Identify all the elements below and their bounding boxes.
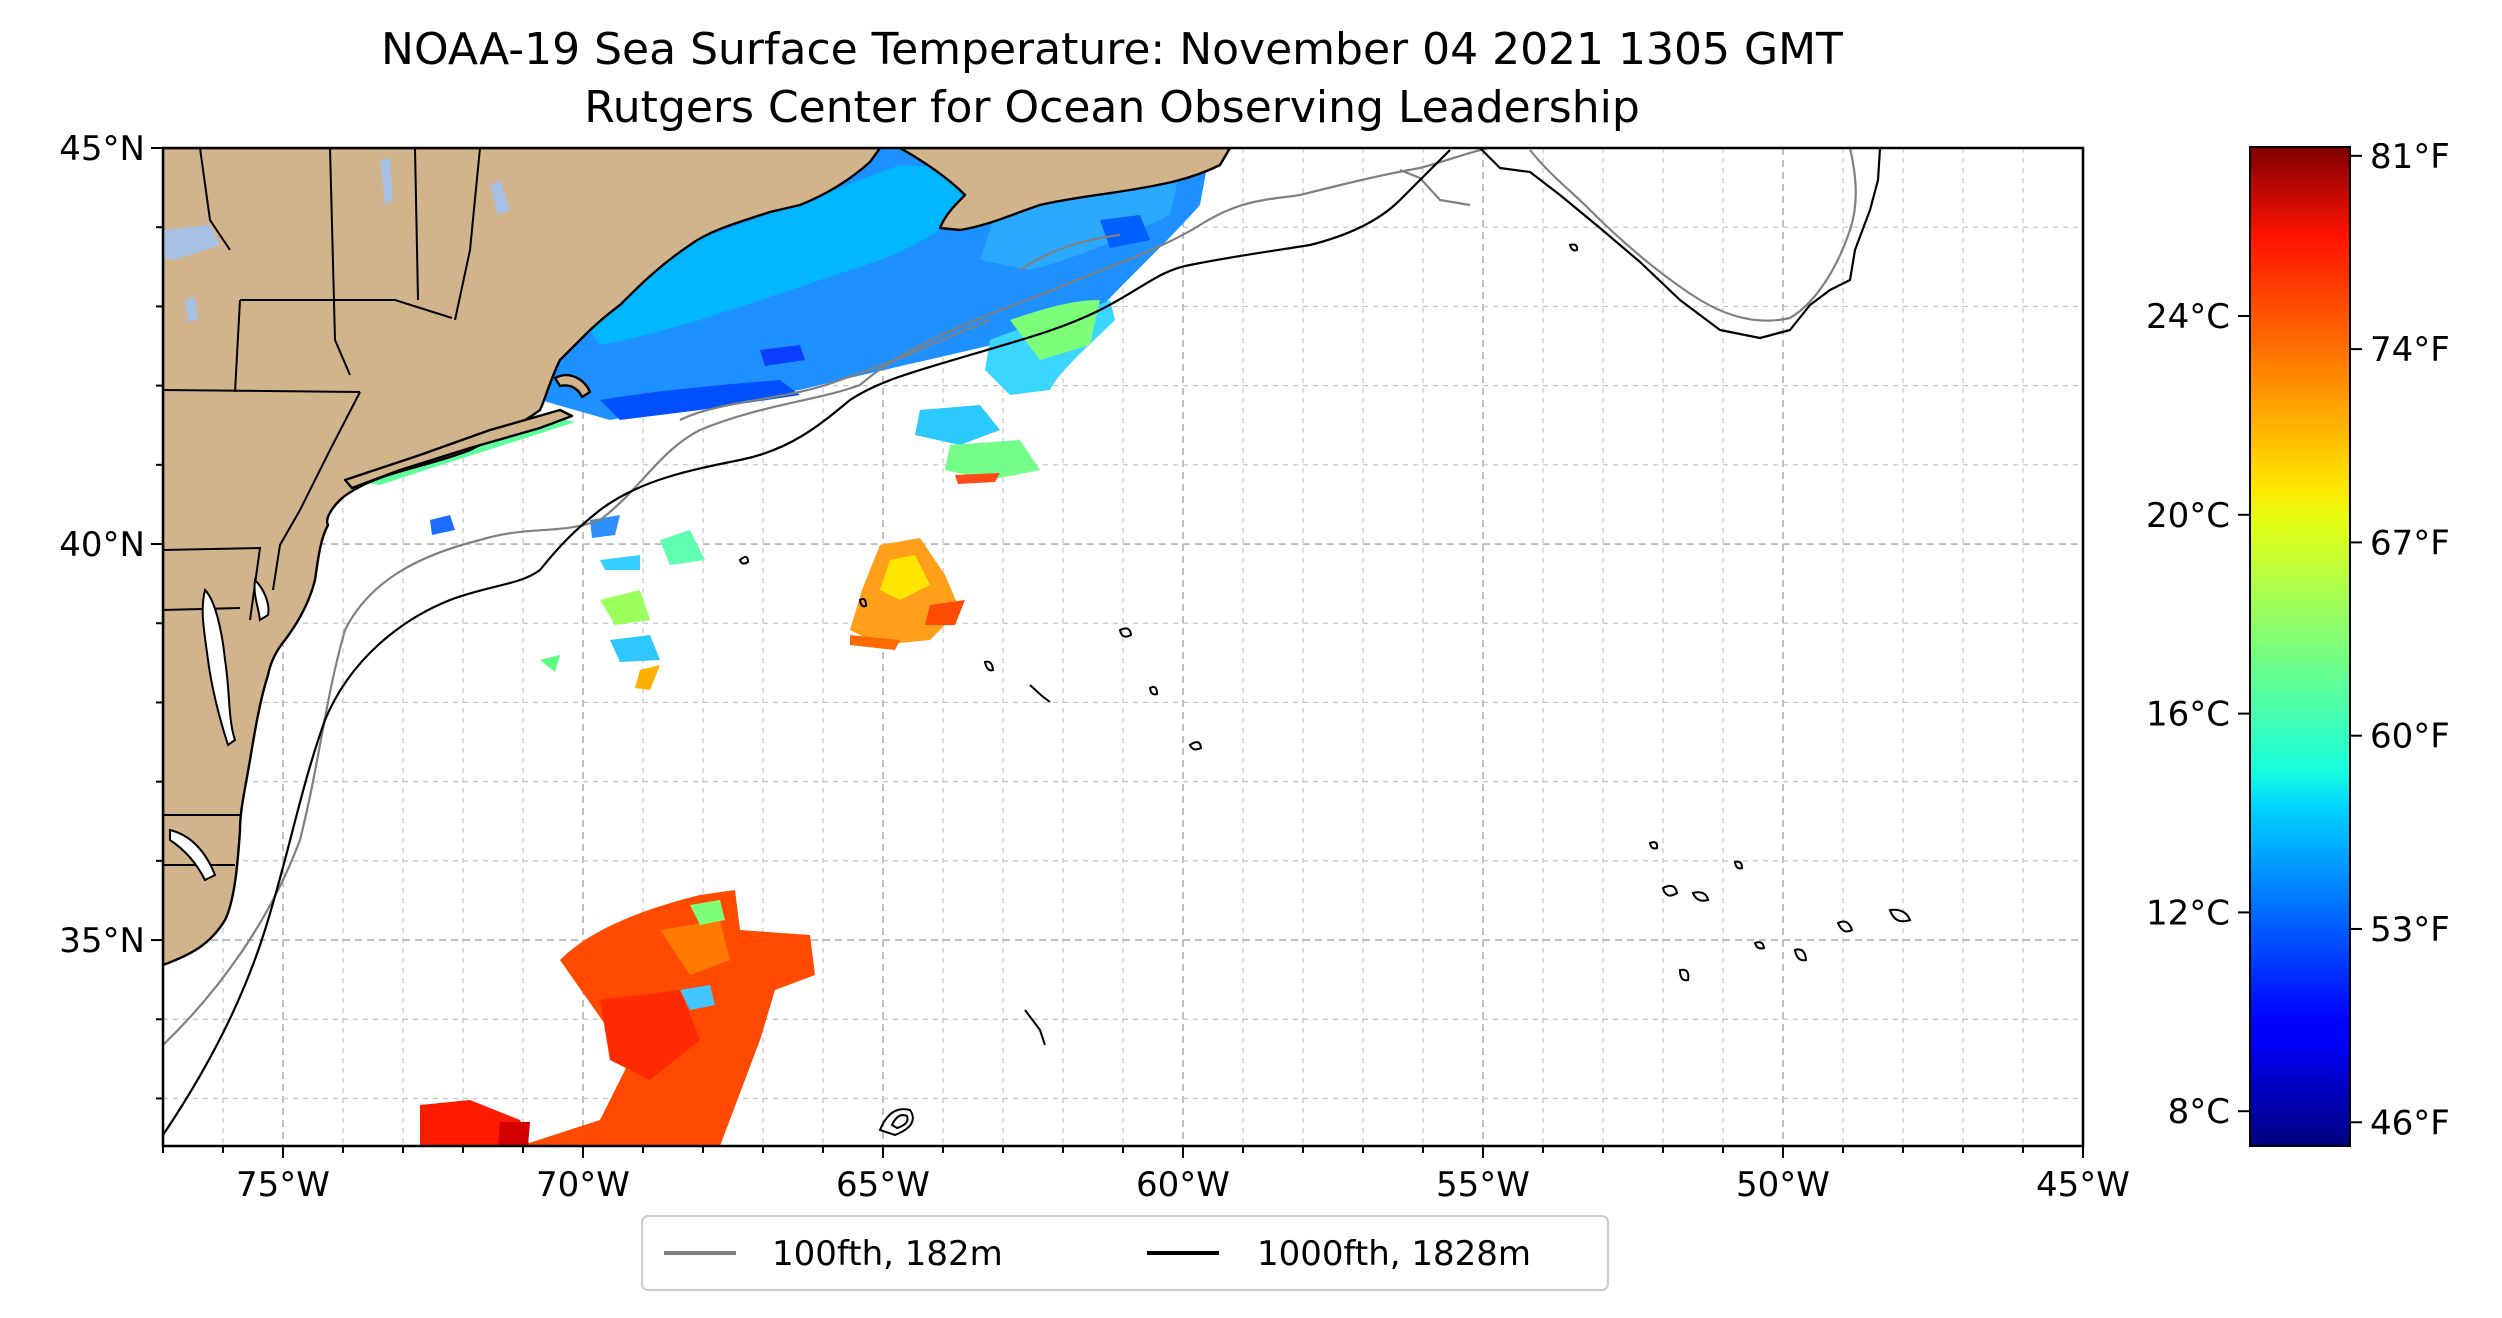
lon-tick-label: 75°W: [236, 1165, 330, 1205]
map-gridlines: [163, 148, 2083, 1146]
colorbar-celsius-label: 16°C: [2146, 695, 2230, 735]
lon-tick-label: 60°W: [1136, 1165, 1230, 1205]
chart-title: NOAA-19 Sea Surface Temperature: Novembe…: [381, 24, 1843, 75]
map-axes: 75°W 70°W 65°W 60°W 55°W 50°W 45°W 35°N 40°N 45°…: [59, 129, 2130, 1205]
lat-tick-label: 35°N: [59, 921, 145, 961]
lon-tick-label: 55°W: [1436, 1165, 1530, 1205]
lon-tick-label: 65°W: [836, 1165, 930, 1205]
lon-tick-label: 45°W: [2036, 1165, 2130, 1205]
colorbar-celsius-label: 8°C: [2168, 1092, 2230, 1132]
colorbar-fahrenheit-label: 46°F: [2370, 1103, 2450, 1143]
sst-data-layer: [345, 148, 1210, 1146]
nova-scotia: [898, 148, 1232, 232]
coastline-us-canada: [163, 148, 882, 967]
colorbar-celsius-label: 12°C: [2146, 893, 2230, 933]
lat-tick-labels: 35°N 40°N 45°N: [59, 129, 145, 961]
sst-patch-south: [420, 890, 815, 1146]
colorbar: 8°C 12°C 16°C 20°C 24°C 46°F 53°F 60°F 67°F 74°F…: [2146, 137, 2450, 1147]
colorbar-fahrenheit-label: 60°F: [2370, 717, 2450, 757]
legend-label-100fth: 100fth, 182m: [772, 1234, 1003, 1274]
legend-label-1000fth: 1000fth, 1828m: [1257, 1234, 1531, 1274]
legend-frame: [641, 1215, 1609, 1291]
colorbar-fahrenheit-label: 67°F: [2370, 523, 2450, 563]
colorbar-fahrenheit-label: 53°F: [2370, 910, 2450, 950]
colorbar-celsius-ticks: 8°C 12°C 16°C 20°C 24°C: [2146, 297, 2250, 1132]
map-panel: 75°W 70°W 65°W 60°W 55°W 50°W 45°W 35°N 40°N 45°…: [59, 129, 2130, 1205]
lon-tick-label: 50°W: [1736, 1165, 1830, 1205]
colorbar-fahrenheit-label: 81°F: [2370, 137, 2450, 177]
chart-subtitle: Rutgers Center for Ocean Observing Leade…: [584, 82, 1640, 133]
colorbar-fahrenheit-label: 74°F: [2370, 330, 2450, 370]
sst-swath-north: [520, 148, 1210, 420]
colorbar-celsius-label: 24°C: [2146, 297, 2230, 337]
long-island: [343, 408, 574, 490]
land-layer: [163, 148, 1232, 967]
isobath-1000fth: [163, 148, 1912, 1137]
colorbar-fahrenheit-ticks: 46°F 53°F 60°F 67°F 74°F 81°F: [2350, 137, 2450, 1143]
colorbar-gradient: [2249, 146, 2351, 1147]
colorbar-celsius-label: 20°C: [2146, 496, 2230, 536]
lat-tick-label: 40°N: [59, 525, 145, 565]
lon-tick-label: 70°W: [536, 1165, 630, 1205]
lon-tick-labels: 75°W 70°W 65°W 60°W 55°W 50°W 45°W: [236, 1165, 2130, 1205]
lat-tick-label: 45°N: [59, 129, 145, 169]
legend: 100fth, 182m 1000fth, 1828m: [641, 1215, 1609, 1291]
cape-cod: [553, 373, 592, 399]
sst-patch-gulf-stream: [540, 538, 965, 690]
